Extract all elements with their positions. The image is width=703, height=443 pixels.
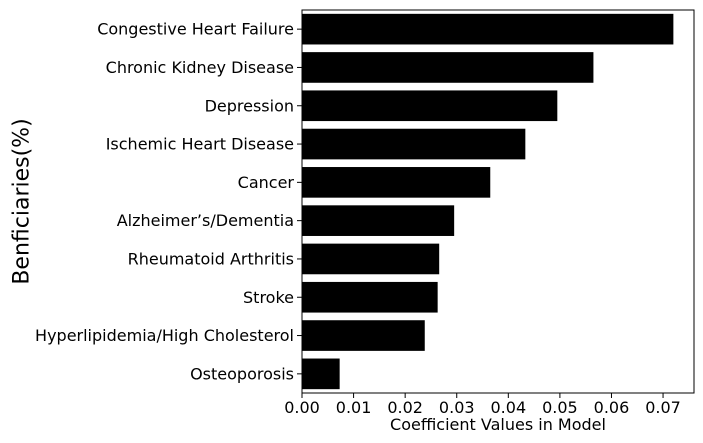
bar-depression [302, 90, 558, 122]
category-label-ischemic-heart-disease: Ischemic Heart Disease [106, 135, 294, 154]
category-label-osteoporosis: Osteoporosis [190, 364, 294, 383]
bar-alzheimer-s-dementia [302, 205, 455, 236]
bar-ischemic-heart-disease [302, 128, 526, 160]
category-label-cancer: Cancer [238, 173, 295, 192]
category-label-hyperlipidemia-high-cholesterol: Hyperlipidemia/High Cholesterol [35, 326, 294, 345]
category-labels: Congestive Heart Failure Chronic Kidney D… [35, 20, 302, 383]
bars-layer [302, 13, 674, 390]
x-axis-label: Coefficient Values in Model [390, 415, 606, 434]
x-axis-ticks: 0.00 0.01 0.02 0.03 0.04 0.05 0.06 0.07 [284, 393, 681, 417]
bar-cancer [302, 167, 491, 198]
x-tick-label-4: 0.04 [491, 398, 527, 417]
category-label-congestive-heart-failure: Congestive Heart Failure [97, 20, 294, 39]
x-tick-label-6: 0.06 [594, 398, 630, 417]
bar-chronic-kidney-disease [302, 52, 594, 83]
category-label-alzheimer-s-dementia: Alzheimer’s/Dementia [117, 211, 294, 230]
bar-hyperlipidemia-high-cholesterol [302, 320, 425, 351]
category-label-chronic-kidney-disease: Chronic Kidney Disease [106, 58, 294, 77]
y-axis-label: Benficiaries(%) [10, 118, 35, 284]
bar-rheumatoid-arthritis [302, 243, 440, 275]
x-tick-label-1: 0.01 [336, 398, 372, 417]
category-label-stroke: Stroke [243, 288, 294, 307]
x-tick-label-5: 0.05 [542, 398, 578, 417]
category-label-rheumatoid-arthritis: Rheumatoid Arthritis [128, 249, 294, 268]
bar-stroke [302, 281, 438, 313]
bar-congestive-heart-failure [302, 13, 674, 45]
x-tick-label-7: 0.07 [645, 398, 681, 417]
x-tick-label-0: 0.00 [284, 398, 320, 417]
plot-frame [301, 9, 695, 394]
bar-osteoporosis [302, 358, 340, 390]
category-label-depression: Depression [205, 96, 294, 115]
x-tick-label-3: 0.03 [439, 398, 475, 417]
x-tick-label-2: 0.02 [387, 398, 423, 417]
